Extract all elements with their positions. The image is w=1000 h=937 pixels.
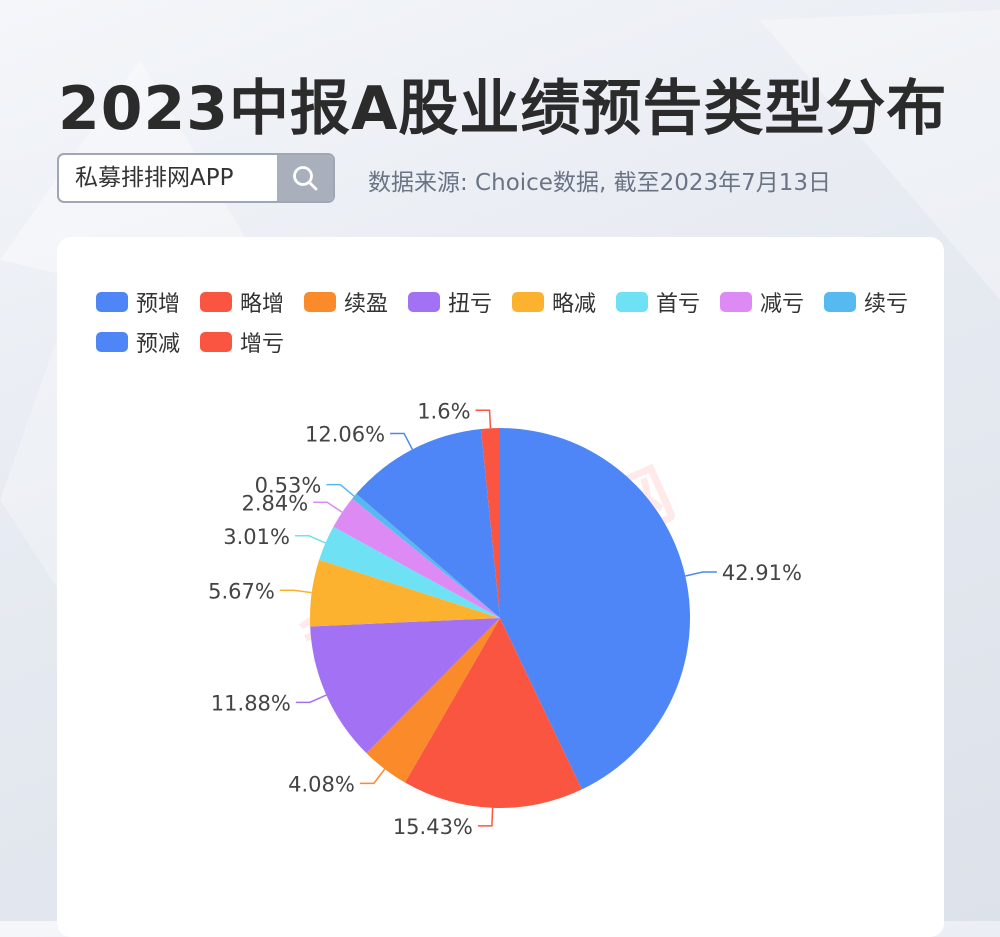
legend-label: 略减	[552, 292, 597, 317]
data-label: 1.6%	[417, 399, 470, 423]
label-leader-line	[295, 694, 327, 704]
legend-swatch	[200, 292, 232, 312]
legend-item[interactable]: 续盈	[304, 287, 388, 317]
pie-slice[interactable]	[333, 498, 500, 618]
legend-item[interactable]: 预增	[96, 287, 180, 317]
legend-swatch	[512, 292, 544, 312]
pie-slice[interactable]	[319, 526, 500, 618]
search-box[interactable]: 私募排排网APP	[57, 153, 335, 203]
data-label: 2.84%	[241, 491, 308, 515]
legend-label: 预增	[136, 292, 181, 317]
label-leader-line	[279, 589, 312, 594]
legend-label: 扭亏	[448, 292, 493, 317]
label-leader-line	[390, 432, 414, 450]
legend-swatch	[824, 292, 856, 312]
pie-slice[interactable]	[500, 428, 691, 790]
legend-swatch	[200, 332, 232, 352]
label-leader-line	[313, 501, 343, 513]
legend-item[interactable]: 续亏	[824, 287, 908, 317]
pie-slice[interactable]	[404, 618, 582, 809]
data-label: 15.43%	[393, 815, 473, 839]
data-label: 3.01%	[223, 525, 290, 549]
legend-item[interactable]: 略增	[200, 287, 284, 317]
data-label: 5.67%	[208, 579, 275, 603]
search-button[interactable]	[277, 155, 333, 201]
pie-slice[interactable]	[310, 618, 500, 754]
label-leader-line	[685, 571, 717, 577]
data-label: 12.06%	[305, 422, 385, 446]
pie-slice[interactable]	[480, 428, 500, 618]
legend-item[interactable]: 略减	[512, 287, 596, 317]
data-label: 0.53%	[255, 474, 322, 498]
label-leader-line	[294, 535, 326, 544]
legend-label: 减亏	[760, 292, 805, 317]
pie-slice[interactable]	[366, 618, 500, 783]
pie-slice[interactable]	[352, 493, 500, 618]
legend-swatch	[616, 292, 648, 312]
data-label: 4.08%	[288, 772, 355, 796]
legend-label: 增亏	[240, 332, 285, 357]
page-title: 2023中报A股业绩预告类型分布	[58, 74, 948, 144]
label-leader-line	[475, 409, 492, 429]
label-leader-line	[477, 807, 494, 827]
legend-item[interactable]: 预减	[96, 327, 180, 357]
pie-slice[interactable]	[310, 559, 500, 627]
label-leader-line	[326, 483, 355, 497]
search-input-text: 私募排排网APP	[75, 165, 234, 191]
data-label: 42.91%	[722, 561, 802, 585]
data-label: 11.88%	[211, 691, 291, 715]
legend-label: 首亏	[656, 292, 701, 317]
legend-item[interactable]: 扭亏	[408, 287, 492, 317]
legend-label: 续盈	[344, 292, 389, 317]
legend-label: 续亏	[864, 292, 909, 317]
label-leader-line	[359, 768, 386, 785]
legend-swatch	[96, 292, 128, 312]
data-source-note: 数据来源: Choice数据, 截至2023年7月13日	[368, 170, 832, 196]
legend-item[interactable]: 增亏	[200, 327, 284, 357]
pie-slice[interactable]	[356, 428, 500, 618]
legend-label: 略增	[240, 292, 285, 317]
legend-item[interactable]: 首亏	[616, 287, 700, 317]
legend-swatch	[96, 332, 128, 352]
legend-label: 预减	[136, 332, 181, 357]
legend-swatch	[408, 292, 440, 312]
legend-item[interactable]: 减亏	[720, 287, 804, 317]
search-icon	[293, 166, 318, 191]
legend-swatch	[304, 292, 336, 312]
legend-swatch	[720, 292, 752, 312]
